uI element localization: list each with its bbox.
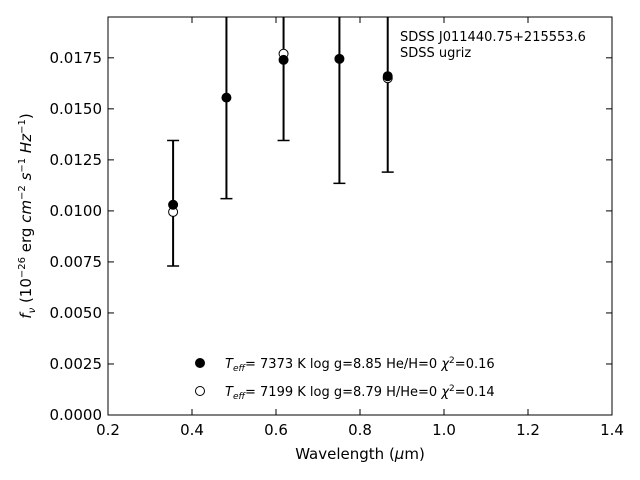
legend-marker-filled [195,358,205,368]
annotation-survey: SDSS ugriz [400,46,471,61]
model-point-filled [278,54,289,65]
x-tick-label: 1.2 [516,421,540,439]
y-tick-label: 0.0025 [50,355,103,373]
y-tick-label: 0.0100 [50,202,103,220]
x-tick-label: 0.2 [96,421,120,439]
y-tick-label: 0.0150 [50,100,103,118]
model-point-filled [334,53,345,64]
y-tick-label: 0.0050 [50,304,103,322]
y-tick-label: 0.0075 [50,253,103,271]
x-tick-label: 0.4 [180,421,204,439]
y-tick-label: 0.0125 [50,151,103,169]
x-tick-label: 1.0 [432,421,456,439]
model-point-filled [168,199,179,210]
model-point-filled [221,92,232,103]
annotation-target: SDSS J011440.75+215553.6 [400,30,586,45]
legend: Teff= 7373 K log g=8.85 He/H=0 χ2=0.16 T… [195,356,495,402]
x-axis-label: Wavelength (μm) [295,445,425,463]
x-tick-label: 1.4 [600,421,624,439]
model-point-filled [382,71,393,82]
plot-frame [107,16,613,416]
legend-entry-filled: Teff= 7373 K log g=8.85 He/H=0 χ2=0.16 [225,356,495,374]
y-tick-label: 0.0000 [50,406,103,424]
x-tick-label: 0.8 [348,421,372,439]
x-tick-label: 0.6 [264,421,288,439]
y-tick-label: 0.0175 [50,49,103,67]
legend-entry-open: Teff= 7199 K log g=8.79 H/He=0 χ2=0.14 [225,384,495,402]
y-axis-label: fν (10−26 erg cm−2 s−1 Hz−1) [17,113,38,318]
legend-marker-open [195,386,205,396]
